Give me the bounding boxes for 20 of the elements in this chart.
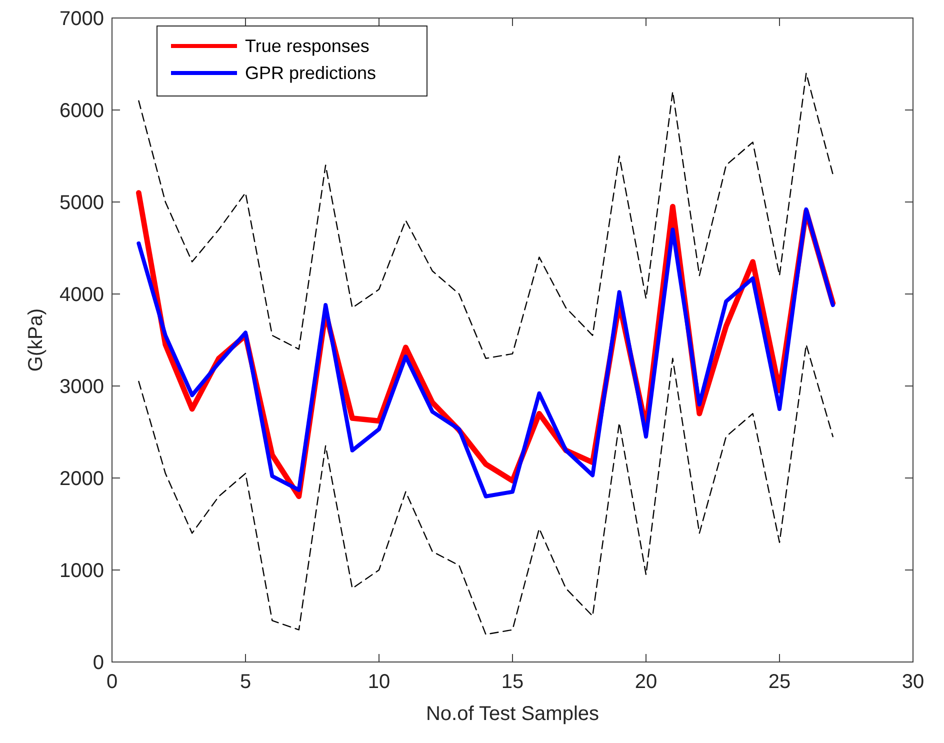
x-tick-label: 10 [368,671,390,693]
line-series [138,344,834,635]
x-axis-title: No.of Test Samples [426,703,600,725]
y-tick-label: 7000 [60,8,104,30]
x-tick-label: 5 [240,671,252,693]
y-tick-label: 1000 [60,560,104,582]
y-tick-label: 4000 [60,284,104,306]
legend-label: True responses [245,36,370,56]
x-tick-label: 30 [902,671,924,693]
x-tick-label: 0 [106,671,118,693]
x-tick-label: 15 [501,671,524,693]
y-tick-label: 3000 [60,376,104,398]
y-tick-label: 0 [92,652,104,674]
legend-label: GPR predictions [245,63,376,83]
y-tick-label: 2000 [60,468,104,490]
y-tick-label: 5000 [60,192,104,214]
x-tick-label: 25 [768,671,791,693]
y-tick-label: 6000 [60,100,104,122]
x-tick-label: 20 [634,671,658,693]
y-axis-title: G(kPa) [25,308,47,372]
